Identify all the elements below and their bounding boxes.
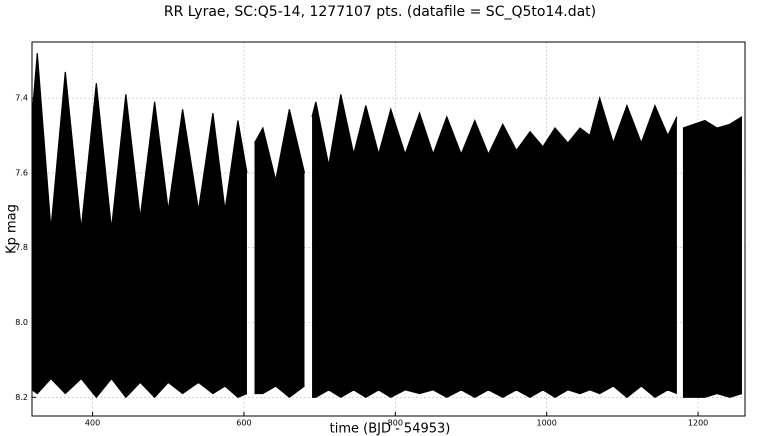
plot-frame: [31, 41, 746, 417]
y-axis-label: Kp mag: [5, 204, 20, 254]
y-tick-label: 7.4: [15, 94, 28, 103]
x-tick-label: 600: [236, 419, 251, 428]
y-tick-label: 7.6: [15, 168, 28, 177]
band-fill: [312, 94, 677, 398]
chart-title: RR Lyrae, SC:Q5-14, 1277107 pts. (datafi…: [164, 4, 596, 20]
band-fill: [682, 116, 742, 398]
y-tick-label: 7.8: [15, 243, 28, 252]
x-tick-label: 1200: [688, 419, 708, 428]
x-tick-label: 800: [388, 419, 403, 428]
band-fill: [32, 53, 247, 398]
x-tick-label: 1000: [537, 419, 557, 428]
x-tick-label: 400: [85, 419, 100, 428]
y-tick-label: 8.0: [15, 318, 28, 327]
x-axis-label: time (BJD - 54953): [330, 422, 451, 436]
y-tick-label: 8.2: [15, 393, 28, 402]
band-fill: [254, 109, 305, 398]
envelope-line: [31, 377, 743, 399]
envelope-line: [31, 53, 743, 230]
